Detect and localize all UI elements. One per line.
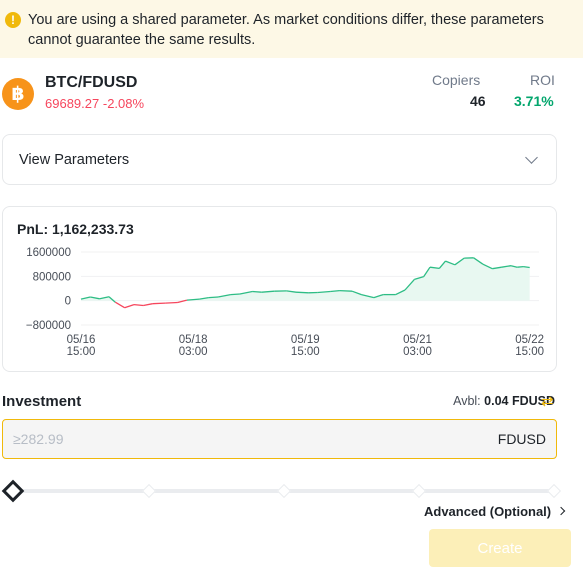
advanced-optional-link[interactable]: Advanced (Optional) <box>424 504 552 519</box>
roi-value: 3.71% <box>514 93 554 109</box>
slider-mark-50[interactable] <box>276 483 292 499</box>
copiers-label: Copiers <box>432 72 481 88</box>
create-button[interactable]: Create <box>429 529 571 567</box>
view-parameters-dropdown[interactable]: View Parameters <box>2 134 557 185</box>
pnl-line-segment <box>523 265 530 269</box>
pnl-line-segment <box>429 266 440 270</box>
pnl-line-segment <box>339 289 353 292</box>
pnl-line-segment <box>414 275 424 281</box>
x-tick-time: 03:00 <box>403 346 432 358</box>
roi-label: ROI <box>530 72 555 88</box>
pnl-line-segment <box>217 293 231 298</box>
pnl-line-segment <box>373 293 384 299</box>
pnl-line-segment <box>133 303 144 307</box>
pair-change: -2.08% <box>102 96 145 111</box>
pnl-line-segment <box>80 296 91 300</box>
pnl-area <box>81 257 530 301</box>
pnl-line-segment <box>454 257 465 266</box>
pnl-line-segment <box>114 301 125 309</box>
pair-price: 69689.27 <box>45 96 100 111</box>
slider-mark-100[interactable] <box>546 483 562 499</box>
pnl-line-segment <box>317 290 331 294</box>
x-tick-date: 05/18 <box>179 334 208 346</box>
investment-input-box[interactable]: FDUSD <box>2 419 557 459</box>
pnl-line-segment <box>230 293 240 296</box>
pnl-line-segment <box>473 257 484 265</box>
pnl-line-segment <box>404 278 415 291</box>
warning-banner: ! You are using a shared parameter. As m… <box>0 0 583 58</box>
pnl-line-segment <box>330 289 340 293</box>
pnl-line-segment <box>108 296 116 303</box>
investment-slider[interactable] <box>0 479 565 503</box>
pair-symbol: BTC/FDUSD <box>45 74 138 91</box>
pnl-line-segment <box>286 290 297 293</box>
pnl-line-segment <box>199 296 209 300</box>
y-tick-label: −800000 <box>26 320 71 332</box>
pnl-line-segment <box>252 290 262 293</box>
x-tick-time: 15:00 <box>515 346 544 358</box>
pnl-line-segment <box>143 303 153 307</box>
view-parameters-label: View Parameters <box>19 152 130 168</box>
slider-mark-75[interactable] <box>411 483 427 499</box>
y-tick-label: 0 <box>65 296 71 308</box>
bitcoin-icon: ฿ <box>2 78 34 110</box>
investment-label: Investment <box>2 393 82 410</box>
pnl-line-segment <box>438 260 446 269</box>
available-value: 0.04 FDUSD <box>484 394 555 408</box>
pnl-line-segment <box>239 290 253 295</box>
chart-title: PnL: 1,162,233.73 <box>17 221 134 237</box>
pnl-line-segment <box>510 265 518 268</box>
available-label: Avbl: <box>453 394 481 408</box>
y-tick-label: 1600000 <box>26 247 71 259</box>
pnl-line-segment <box>295 291 309 294</box>
pnl-line-segment <box>261 290 275 293</box>
pnl-line-segment <box>124 303 135 309</box>
pnl-line-segment <box>517 265 524 268</box>
pnl-line-segment <box>351 290 362 296</box>
pnl-line-segment <box>445 260 456 266</box>
x-tick-time: 15:00 <box>291 346 320 358</box>
x-tick-time: 03:00 <box>179 346 208 358</box>
exclamation-icon: ! <box>5 12 21 28</box>
pnl-line-segment <box>165 301 178 304</box>
available-balance: Avbl: 0.04 FDUSD <box>453 394 555 408</box>
pnl-line-segment <box>152 302 166 305</box>
y-tick-label: 800000 <box>33 271 71 283</box>
pnl-line-segment <box>177 299 188 304</box>
chevron-right-icon[interactable] <box>556 506 566 516</box>
pair-price-change: 69689.27 -2.08% <box>45 96 144 111</box>
slider-handle[interactable] <box>1 479 25 503</box>
pnl-line-segment <box>90 296 100 300</box>
swap-icon[interactable]: ⇄ <box>541 393 554 410</box>
pnl-line-segment <box>501 265 512 268</box>
pnl-line-segment <box>99 296 110 300</box>
pnl-line-segment <box>208 296 219 299</box>
pnl-line-segment <box>186 298 200 301</box>
investment-input[interactable] <box>13 429 393 449</box>
pnl-line-segment <box>482 263 493 270</box>
pnl-chart: 16000008000000−80000005/1615:0005/1803:0… <box>26 247 544 358</box>
pnl-line-segment <box>361 293 375 299</box>
pnl-line-segment <box>395 289 406 296</box>
warning-message: You are using a shared parameter. As mar… <box>28 12 544 48</box>
pair-header: ฿ BTC/FDUSD 69689.27 -2.08% Copiers 46 R… <box>2 70 562 120</box>
x-tick-date: 05/22 <box>515 334 544 346</box>
chevron-down-icon <box>525 151 538 164</box>
copiers-value: 46 <box>470 93 486 109</box>
investment-unit: FDUSD <box>497 431 546 447</box>
x-tick-date: 05/19 <box>291 334 320 346</box>
pnl-line-segment <box>423 266 431 277</box>
x-tick-date: 05/21 <box>403 334 432 346</box>
x-tick-time: 15:00 <box>67 346 96 358</box>
pnl-line-segment <box>492 266 502 270</box>
x-tick-date: 05/16 <box>67 334 96 346</box>
pnl-chart-card: PnL: 1,162,233.73 1600000 800000 0 −800000 0… <box>2 206 557 372</box>
slider-mark-25[interactable] <box>141 483 157 499</box>
